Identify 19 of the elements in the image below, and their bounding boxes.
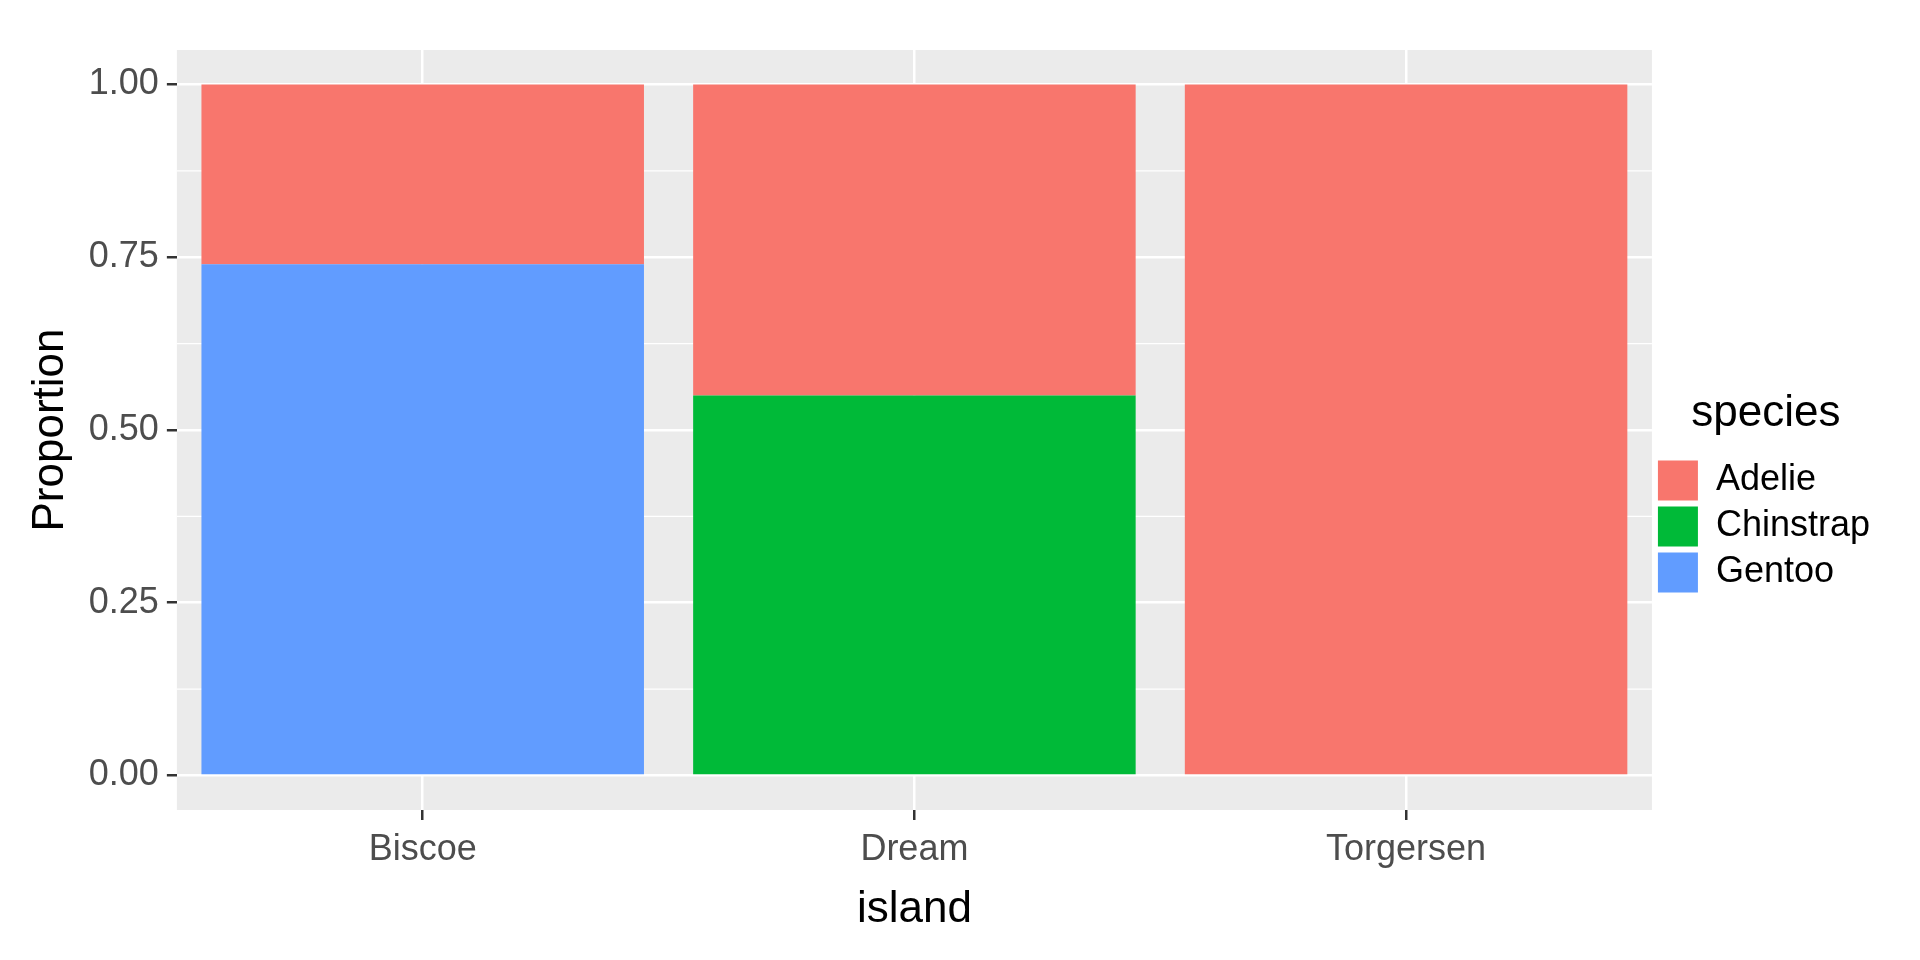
x-tick-label: Torgersen	[1326, 826, 1487, 868]
x-axis-title: island	[856, 881, 972, 931]
y-tick-label: 1.00	[88, 61, 159, 103]
bar	[201, 264, 644, 775]
x-tick-label: Biscoe	[368, 826, 477, 868]
legend-label: Adelie	[1715, 457, 1817, 499]
legend-label: Chinstrap	[1715, 503, 1871, 545]
bar	[201, 84, 644, 265]
y-tick-label: 0.00	[88, 752, 159, 794]
bar	[1184, 84, 1628, 775]
y-axis-title: Proportion	[22, 328, 72, 532]
legend-title: species	[1691, 385, 1841, 435]
y-tick-label: 0.75	[88, 234, 159, 276]
legend-label: Gentoo	[1715, 549, 1835, 591]
y-tick-label: 0.50	[88, 406, 159, 448]
x-tick-label: Dream	[860, 826, 969, 868]
y-tick-label: 0.25	[88, 579, 159, 621]
bar	[693, 84, 1136, 396]
bar	[693, 395, 1136, 775]
